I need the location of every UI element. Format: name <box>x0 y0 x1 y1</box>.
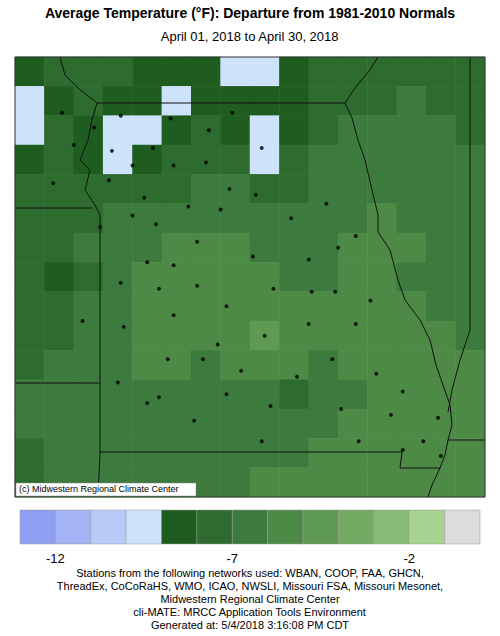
svg-text:ThreadEx, CoCoRaHS, WMO, ICAO,: ThreadEx, CoCoRaHS, WMO, ICAO, NWSLI, Mi… <box>57 580 443 592</box>
svg-text:-2: -2 <box>403 551 415 566</box>
svg-text:cli-MATE: MRCC Application Too: cli-MATE: MRCC Application Tools Environ… <box>133 606 366 618</box>
svg-text:-7: -7 <box>227 551 239 566</box>
svg-text:Average Temperature (°F): Depa: Average Temperature (°F): Departure from… <box>45 5 455 21</box>
svg-text:(c) Midwestern Regional Climat: (c) Midwestern Regional Climate Center <box>19 484 179 494</box>
svg-text:April 01, 2018 to April 30, 20: April 01, 2018 to April 30, 2018 <box>161 29 339 44</box>
svg-text:Generated at: 5/4/2018 3:16:08: Generated at: 5/4/2018 3:16:08 PM CDT <box>151 619 349 631</box>
svg-text:-12: -12 <box>46 551 65 566</box>
svg-text:Stations from the following ne: Stations from the following networks use… <box>76 567 424 579</box>
svg-text:Midwestern Regional Climate Ce: Midwestern Regional Climate Center <box>160 593 339 605</box>
